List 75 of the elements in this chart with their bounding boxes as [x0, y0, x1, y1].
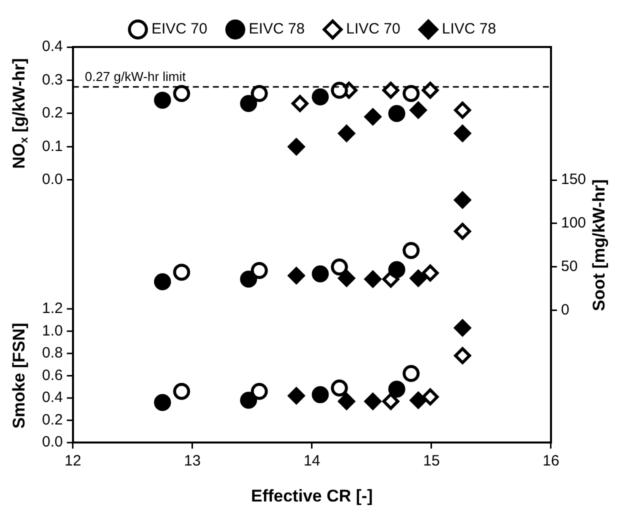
y3-tick-label: 1.0	[42, 322, 63, 340]
y-tick-label: 0.2	[42, 104, 63, 122]
point	[330, 379, 348, 396]
x-tick-label: 14	[304, 452, 320, 470]
point	[454, 347, 472, 364]
legend-label: LIVC 70	[346, 20, 400, 38]
x-tick-label: 12	[64, 452, 82, 470]
y-tick-label: 0.1	[42, 138, 63, 155]
legend-label: LIVC 78	[442, 20, 496, 38]
point	[410, 392, 427, 409]
point	[250, 382, 268, 400]
x-tick-label: 16	[542, 452, 560, 470]
point	[288, 267, 305, 284]
point	[330, 258, 348, 276]
point	[250, 262, 268, 279]
point	[291, 95, 308, 112]
point	[364, 392, 382, 410]
point	[338, 270, 356, 287]
point	[330, 82, 348, 99]
y3-tick-label: 1.2	[42, 300, 63, 318]
x-tick-label: 13	[184, 452, 201, 470]
point	[154, 273, 171, 290]
point	[388, 261, 406, 278]
point	[410, 102, 427, 119]
y2-tick-label: 100	[560, 214, 586, 232]
legend-label: EIVC 70	[151, 20, 208, 38]
y2-axis-title: Soot [mg/kW-hr]	[590, 179, 609, 312]
y-tick-label: 0.4	[42, 38, 63, 56]
point	[240, 270, 258, 288]
x-tick-label: 15	[423, 452, 440, 470]
point	[154, 394, 171, 411]
point	[338, 124, 356, 142]
point	[454, 102, 472, 119]
y2-tick-label: 0	[560, 302, 570, 319]
point	[312, 265, 329, 282]
point	[250, 85, 268, 102]
point	[312, 386, 329, 404]
point	[364, 108, 382, 126]
point	[422, 264, 439, 282]
y2-tick-label: 50	[560, 258, 578, 276]
y3-axis-title: Smoke [FSN]	[10, 322, 29, 429]
point	[382, 82, 400, 99]
point	[402, 365, 420, 382]
point	[402, 242, 420, 259]
point	[173, 264, 190, 281]
point	[288, 387, 305, 404]
point	[338, 392, 356, 410]
point	[422, 82, 439, 99]
point	[454, 192, 472, 209]
y-tick-label: 0.0	[42, 171, 63, 188]
point	[312, 88, 329, 106]
legend-label: EIVC 78	[248, 20, 305, 38]
x-axis-title: Effective CR [-]	[250, 486, 373, 506]
point	[422, 388, 439, 406]
point	[402, 85, 420, 102]
ref-line-label: 0.27 g/kW-hr limit	[84, 68, 186, 84]
point	[454, 124, 472, 142]
point	[454, 319, 472, 336]
y-tick-label: 0.3	[42, 71, 63, 88]
point	[173, 85, 190, 102]
point	[382, 392, 400, 410]
point	[364, 270, 382, 288]
point	[240, 392, 258, 409]
point	[388, 380, 406, 398]
y3-tick-label: 0.8	[42, 344, 63, 362]
point	[173, 382, 190, 400]
point	[454, 222, 472, 240]
y2-tick-label: 150	[560, 171, 586, 188]
point	[288, 138, 305, 156]
y3-tick-label: 0.6	[42, 366, 63, 384]
point	[240, 95, 258, 112]
y-axis-title: NOx [g/kW-hr]	[10, 58, 30, 169]
point	[154, 92, 171, 109]
point	[388, 104, 406, 122]
point	[410, 270, 427, 287]
